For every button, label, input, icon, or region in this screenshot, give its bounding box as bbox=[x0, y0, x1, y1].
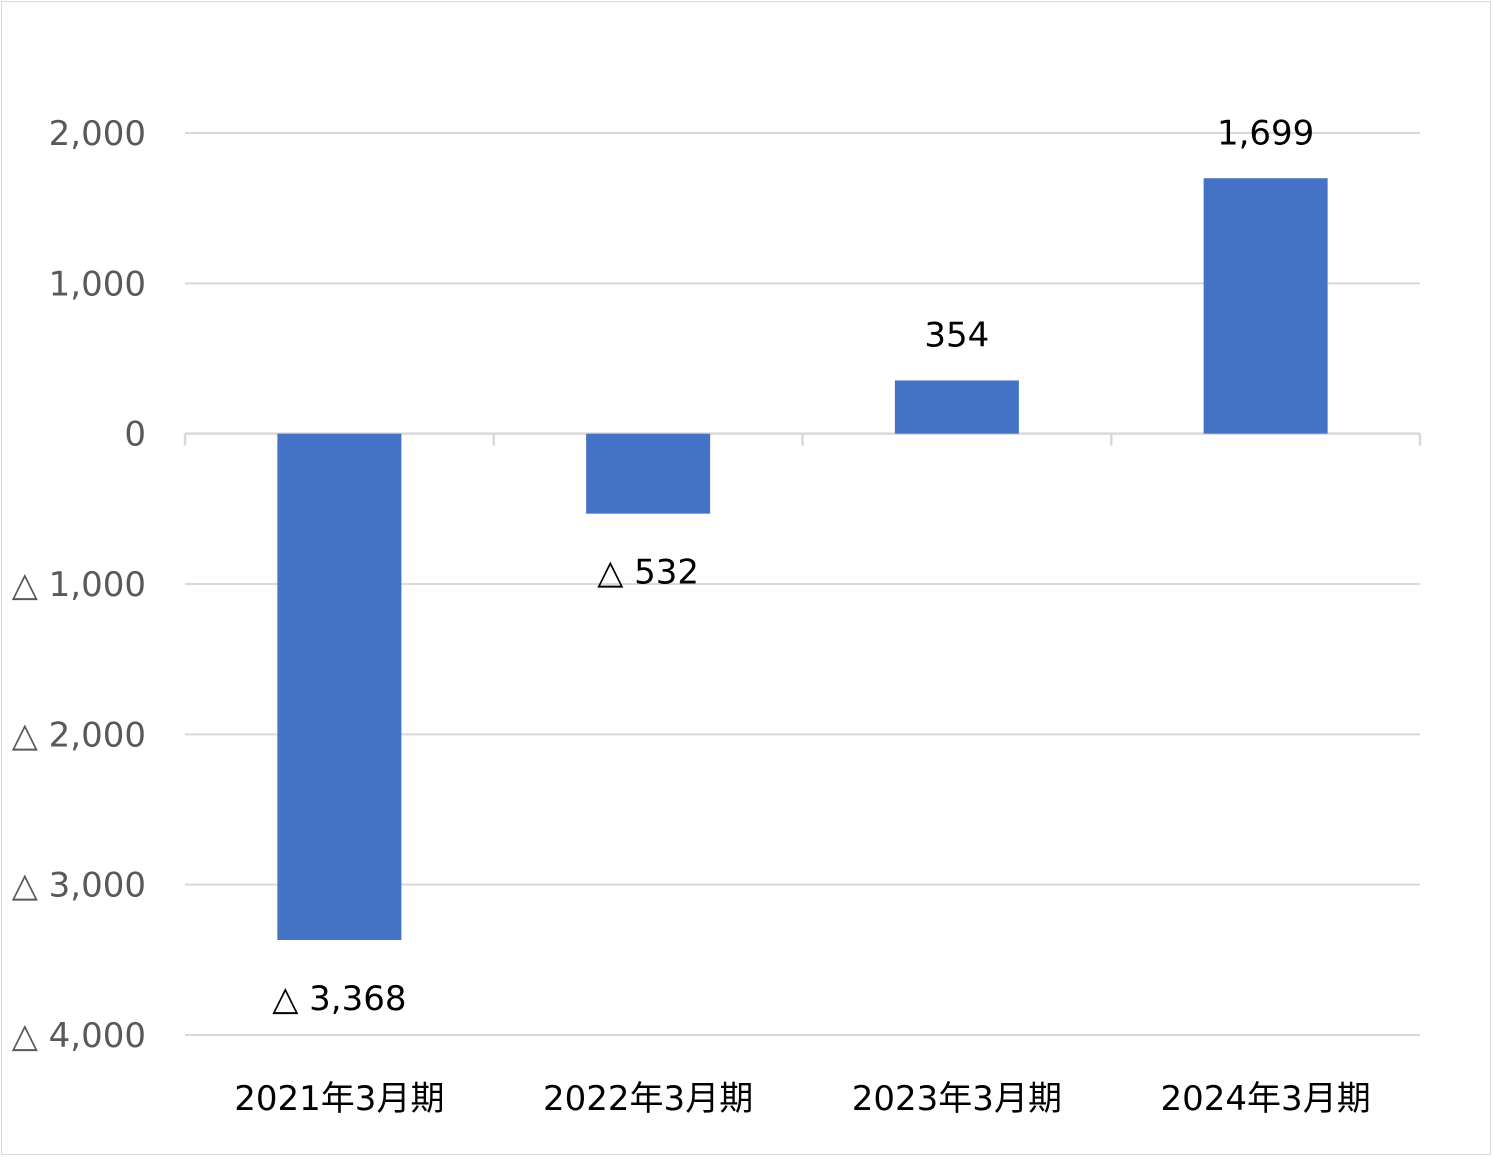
data-labels: △ 3,368 △ 532 354 1,699 bbox=[272, 113, 1314, 1019]
y-tick-label: 0 bbox=[124, 415, 146, 455]
x-category-label: 2023年3月期 bbox=[852, 1079, 1062, 1119]
y-tick-label: 1,000 bbox=[49, 264, 146, 304]
bars bbox=[277, 178, 1328, 940]
bar-data-label: △ 532 bbox=[597, 553, 699, 593]
bar-3 bbox=[894, 380, 1019, 434]
bar-4 bbox=[1203, 178, 1328, 434]
y-tick-label: △ 4,000 bbox=[12, 1016, 146, 1056]
y-tick-label: △ 3,000 bbox=[12, 866, 146, 906]
y-tick-label: △ 2,000 bbox=[12, 715, 146, 755]
y-axis-tick-labels: 2,000 1,000 0 △ 1,000 △ 2,000 △ 3,000 △ 4,000 bbox=[12, 114, 146, 1056]
bar-2 bbox=[586, 433, 711, 514]
x-category-label: 2024年3月期 bbox=[1161, 1079, 1371, 1119]
bar-data-label: 1,699 bbox=[1217, 113, 1314, 153]
y-tick-label: △ 1,000 bbox=[12, 565, 146, 605]
x-axis-category-labels: 2021年3月期 2022年3月期 2023年3月期 2024年3月期 bbox=[234, 1079, 1370, 1119]
y-tick-label: 2,000 bbox=[49, 114, 146, 154]
x-category-label: 2021年3月期 bbox=[234, 1079, 444, 1119]
bar-data-label: 354 bbox=[924, 315, 989, 355]
bar-1 bbox=[277, 433, 402, 940]
x-category-label: 2022年3月期 bbox=[543, 1079, 753, 1119]
bar-data-label: △ 3,368 bbox=[272, 979, 406, 1019]
